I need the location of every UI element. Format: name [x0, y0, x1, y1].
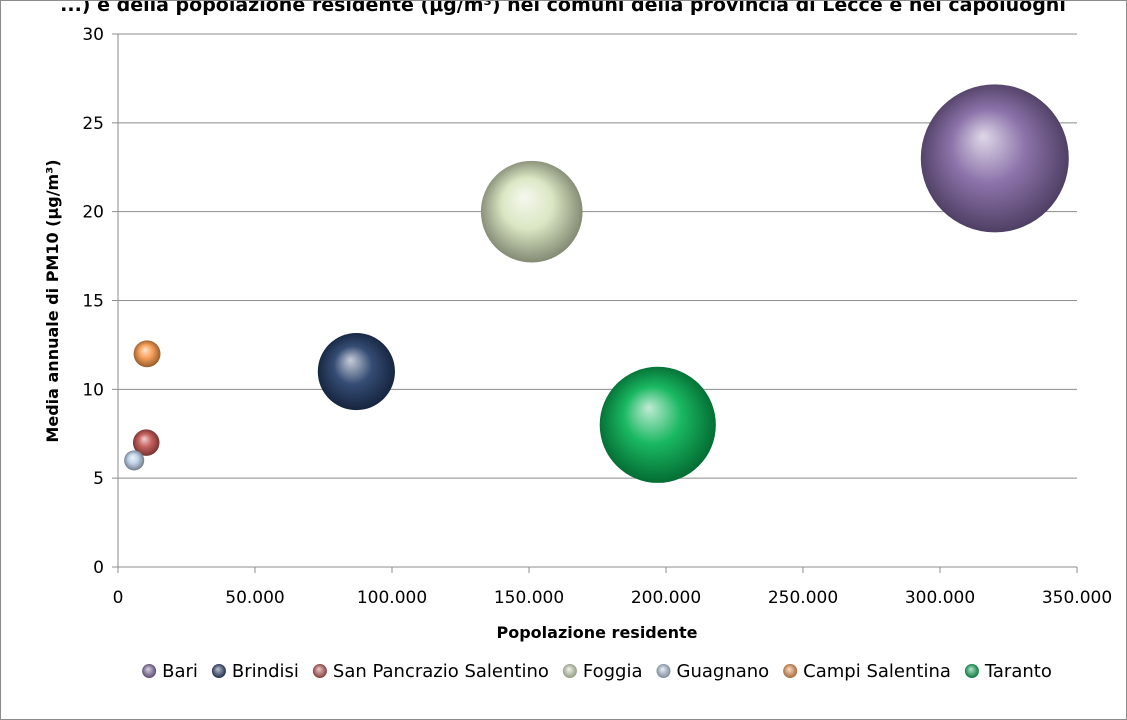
- x-tick-labels: 0 50.000 100.000 150.000 200.000 250.000 300.0…: [113, 588, 1113, 608]
- x-tick-label: 100.000: [357, 588, 427, 608]
- legend-item: San Pancrazio Salentino: [312, 661, 549, 682]
- y-axis-title: Media annuale di PM10 (µg/m³): [43, 159, 62, 442]
- legend-marker: [656, 664, 671, 678]
- legend-item: Brindisi: [211, 661, 299, 682]
- legend-marker: [211, 664, 226, 678]
- bubbles: [124, 84, 1069, 483]
- bubble-guagnano: [124, 450, 145, 471]
- x-tick-label: 150.000: [494, 588, 564, 608]
- bubble-bari: [920, 84, 1069, 233]
- bubble-brindisi: [317, 332, 395, 411]
- x-axis-title: Popolazione residente: [497, 623, 698, 642]
- x-tick-label: 50.000: [225, 588, 284, 608]
- y-tick-label: 10: [82, 380, 104, 400]
- legend-item: Bari: [142, 661, 198, 682]
- legend-marker: [562, 664, 577, 678]
- legend-label: Bari: [162, 661, 198, 682]
- legend-label: Taranto: [984, 661, 1052, 682]
- legend-label: Guagnano: [677, 661, 770, 682]
- y-tick-label: 20: [82, 203, 104, 223]
- y-tick-label: 15: [82, 292, 104, 312]
- legend-item: Foggia: [562, 661, 643, 682]
- y-tick-label: 0: [93, 558, 104, 578]
- x-tick-label: 200.000: [631, 588, 701, 608]
- bubble-san-pancrazio-salentino: [132, 429, 160, 456]
- legend-marker: [783, 664, 798, 678]
- legend-label: Foggia: [583, 661, 643, 682]
- legend-marker: [312, 664, 327, 678]
- x-tick-label: 0: [113, 588, 124, 608]
- y-tick-label: 30: [82, 25, 104, 45]
- legend-marker: [142, 664, 157, 678]
- bubble-campi-salentina: [133, 340, 161, 368]
- legend-label: Brindisi: [232, 661, 299, 682]
- y-tick-label: 5: [93, 469, 104, 489]
- y-tick-label: 25: [82, 114, 104, 134]
- legend-label: San Pancrazio Salentino: [333, 661, 549, 682]
- legend-label: Campi Salentina: [803, 661, 951, 682]
- x-tick-label: 300.000: [905, 588, 975, 608]
- x-tick-label: 250.000: [768, 588, 838, 608]
- gridlines: [112, 33, 1078, 573]
- legend-marker: [964, 664, 979, 678]
- bubble-foggia: [480, 160, 583, 263]
- legend-item: Guagnano: [656, 661, 770, 682]
- chart-title: ...) e della popolazione residente (μg/m…: [60, 1, 1066, 16]
- x-tick-label: 350.000: [1042, 588, 1112, 608]
- legend-item: Campi Salentina: [783, 661, 951, 682]
- legend-item: Taranto: [964, 661, 1052, 682]
- bubble-taranto: [599, 366, 716, 483]
- legend: Bari Brindisi San Pancrazio Salentino Foggi…: [142, 661, 1052, 682]
- y-tick-labels: 0 5 10 15 20 25 30: [82, 25, 104, 578]
